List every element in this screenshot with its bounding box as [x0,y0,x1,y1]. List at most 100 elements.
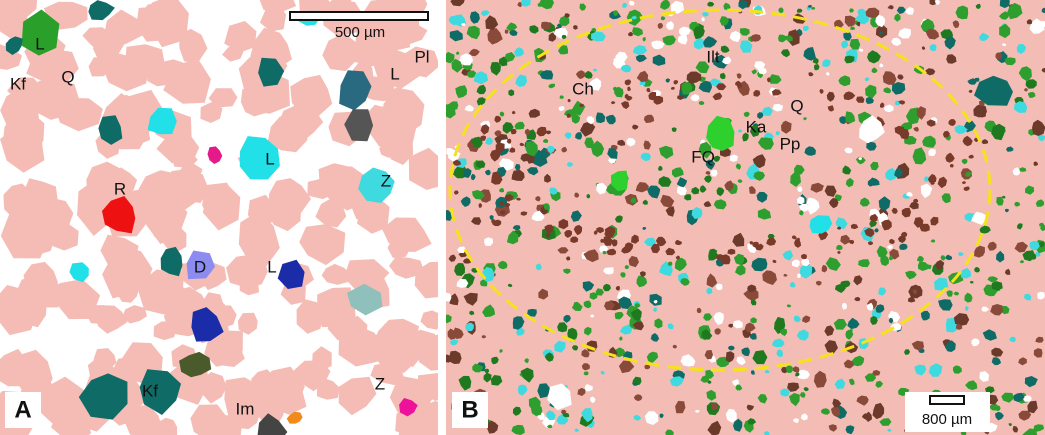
mineral-grain [5,36,23,55]
matrix-speck [845,329,854,340]
annotation: Kf [142,381,158,400]
matrix-speck [531,210,545,222]
quartz-grain [56,279,101,320]
matrix-speck [991,357,1002,366]
mineral-grain [358,167,395,203]
matrix-speck [736,356,746,366]
panel-label: B [461,396,478,423]
matrix-speck [642,226,647,230]
matrix-speck [858,48,864,52]
matrix-speck [446,148,455,157]
matrix-speck [913,127,919,132]
matrix-speck [974,245,985,258]
matrix-speck [595,288,604,296]
matrix-speck [614,215,623,223]
matrix-speck [970,280,974,284]
quartz-grain [321,263,351,285]
illite-speck [913,217,924,228]
mineral-grain [98,115,123,145]
matrix-speck [499,111,505,117]
illite-speck [963,186,970,191]
annotation: Ilt [706,47,720,66]
matrix-speck [448,254,457,262]
matrix-speck [635,182,649,193]
matrix-speck [577,387,586,396]
matrix-speck [891,82,906,95]
matrix-speck [780,49,790,58]
matrix-speck [670,0,685,14]
matrix-speck [460,196,471,207]
illite-speck [898,128,910,140]
mineral-grain [207,146,223,164]
matrix-speck [922,135,936,148]
matrix-speck [971,338,980,347]
matrix-speck [515,74,528,88]
matrix-speck [620,272,626,278]
matrix-speck [1037,134,1045,142]
matrix-speck [737,129,743,133]
matrix-speck [698,80,712,93]
matrix-speck [973,103,987,118]
matrix-speck [649,293,662,306]
matrix-speck [836,226,842,230]
matrix-speck [806,197,820,215]
matrix-speck [665,78,670,83]
matrix-speck [705,171,711,175]
matrix-speck [456,279,469,288]
matrix-speck [732,379,739,386]
matrix-speck [514,47,525,57]
annotation: L [35,34,44,53]
matrix-speck [528,108,541,118]
matrix-speck [865,96,874,104]
matrix-speck [675,400,686,414]
matrix-speck [917,261,929,271]
annotation: FQ [691,147,715,166]
matrix-speck [457,246,467,254]
illite-speck [611,101,616,105]
matrix-speck [929,0,936,6]
matrix-speck [562,412,570,418]
matrix-speck [546,130,552,135]
matrix-speck [584,326,592,336]
matrix-speck [844,15,856,27]
matrix-speck [583,371,589,376]
matrix-speck [1022,428,1038,435]
matrix-speck [681,81,693,95]
matrix-speck [1018,357,1027,366]
matrix-speck [628,0,635,6]
matrix-speck [517,384,528,396]
matrix-speck [812,57,819,65]
quartz-grain [82,27,117,50]
matrix-speck [525,141,538,157]
matrix-speck [716,187,725,197]
matrix-speck [658,176,672,187]
matrix-speck [866,302,874,311]
matrix-speck [462,168,472,178]
matrix-speck [914,285,923,298]
matrix-speck [618,296,633,309]
matrix-speck [896,6,906,15]
matrix-speck [834,378,846,389]
matrix-speck [512,225,521,231]
matrix-speck [524,128,530,135]
matrix-speck [643,237,657,247]
matrix-speck [987,394,999,405]
matrix-speck [703,313,713,321]
matrix-speck [559,15,570,26]
mineral-grain [139,369,181,415]
matrix-speck [574,192,580,198]
matrix-speck [1024,376,1038,388]
matrix-speck [1017,223,1023,230]
illite-speck [499,201,504,206]
matrix-speck [906,191,913,197]
matrix-speck [514,121,525,130]
annotation: Z [381,171,391,190]
matrix-speck [508,89,515,97]
matrix-speck [450,0,465,7]
matrix-speck [849,8,854,13]
illite-speck [727,248,736,255]
matrix-speck [840,77,845,83]
matrix-speck [473,71,489,85]
quartz-grain [364,104,397,136]
